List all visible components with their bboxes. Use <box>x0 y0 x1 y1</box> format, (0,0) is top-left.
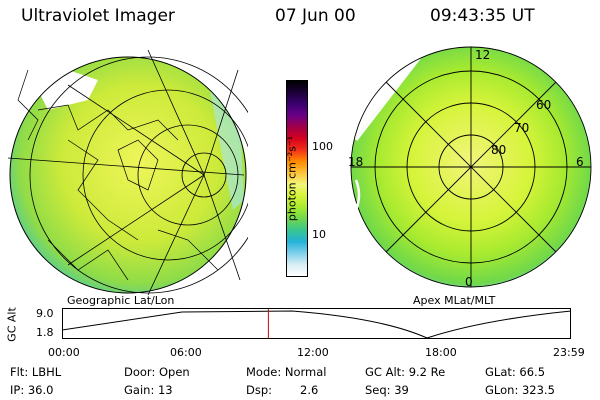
mlt-label-6: 6 <box>576 155 584 169</box>
ip-label: IP: 36.0 <box>10 383 54 397</box>
mlt-label-0: 0 <box>465 275 473 289</box>
timeline-plot <box>62 308 572 339</box>
timeline-xtick-1800: 18:00 <box>425 346 457 359</box>
geographic-panel-label: Geographic Lat/Lon <box>67 294 175 307</box>
gc-alt-label: GC Alt: 9.2 Re <box>365 365 446 379</box>
timeline-xtick-0600: 06:00 <box>170 346 202 359</box>
mode-label: Mode: Normal <box>246 365 327 379</box>
seq-label: Seq: 39 <box>365 383 409 397</box>
glat-label: GLat: 66.5 <box>485 365 546 379</box>
mlat-label-70: 70 <box>514 121 529 135</box>
instrument-title: Ultraviolet Imager <box>21 6 175 26</box>
time-label: 09:43:35 UT <box>430 6 535 26</box>
timeline-ytick-1-8: 1.8 <box>36 326 54 339</box>
colorbar-tick-10: 10 <box>312 228 326 241</box>
dsp-label: Dsp: <box>246 383 273 397</box>
colorbar-unit-label: photon cm⁻²s⁻¹ <box>285 135 299 222</box>
apex-mlat-mlt-panel: 12 18 6 0 60 70 80 <box>348 46 592 289</box>
apex-panel-label: Apex MLat/MLT <box>413 294 496 307</box>
colorbar-tick-100: 100 <box>312 140 333 153</box>
glon-label: GLon: 323.5 <box>485 383 555 397</box>
timeline-xtick-2359: 23:59 <box>553 346 585 359</box>
timeline-xtick-0000: 00:00 <box>48 346 80 359</box>
door-label: Door: Open <box>124 365 190 379</box>
timeline-ytick-9: 9.0 <box>36 307 54 320</box>
date-label: 07 Jun 00 <box>275 6 356 26</box>
colorbar <box>286 80 308 277</box>
geographic-image-panel <box>8 49 248 295</box>
gain-label: Gain: 13 <box>124 383 173 397</box>
timeline-ylabel: GC Alt <box>5 307 19 342</box>
dsp-value: 2.6 <box>300 383 319 397</box>
mlt-label-18: 18 <box>348 155 363 169</box>
mlat-label-60: 60 <box>536 98 551 112</box>
mlat-label-80: 80 <box>491 143 506 157</box>
mlt-label-12: 12 <box>475 48 490 62</box>
filter-label: Flt: LBHL <box>10 365 62 379</box>
timeline-xtick-1200: 12:00 <box>297 346 329 359</box>
